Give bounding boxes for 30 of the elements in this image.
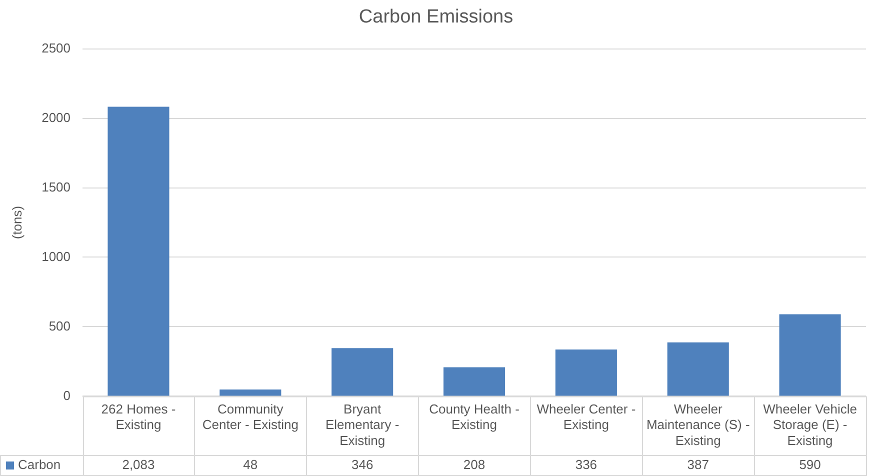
- data-label: 336: [575, 457, 598, 472]
- data-label: 2,083: [122, 457, 155, 472]
- bar: [555, 350, 617, 396]
- bar: [108, 106, 170, 396]
- y-tick-label: 0: [63, 388, 71, 403]
- y-tick-label: 2500: [42, 40, 71, 56]
- legend-label: Carbon: [18, 457, 61, 472]
- x-tick-label: County Health - Existing: [429, 402, 520, 432]
- bar: [667, 342, 729, 396]
- y-axis-title: (tons): [9, 206, 24, 240]
- data-label: 590: [799, 457, 821, 472]
- data-label: 387: [687, 457, 709, 472]
- x-tick-label: Bryant Elementary - Existing: [325, 402, 400, 448]
- bar: [779, 314, 841, 396]
- bar: [443, 367, 506, 396]
- x-tick-label: 262 Homes - Existing: [101, 402, 176, 432]
- data-label: 346: [351, 457, 374, 472]
- bar: [220, 390, 282, 396]
- data-label: 208: [463, 457, 486, 472]
- data-label: 48: [243, 457, 258, 472]
- x-tick-label: Wheeler Maintenance (S) - Existing: [646, 402, 750, 448]
- chart-title: Carbon Emissions: [358, 6, 514, 28]
- y-tick-label: 500: [48, 318, 71, 334]
- y-tick-label: 1000: [42, 248, 71, 264]
- x-tick-label: Wheeler Center - Existing: [536, 402, 636, 432]
- y-tick-label: 2000: [42, 110, 71, 125]
- x-tick-label: Community Center - Existing: [202, 402, 298, 432]
- x-tick-label: Wheeler Vehicle Storage (E) - Existing: [763, 402, 858, 448]
- bar: [332, 348, 394, 396]
- y-tick-label: 1500: [42, 179, 71, 194]
